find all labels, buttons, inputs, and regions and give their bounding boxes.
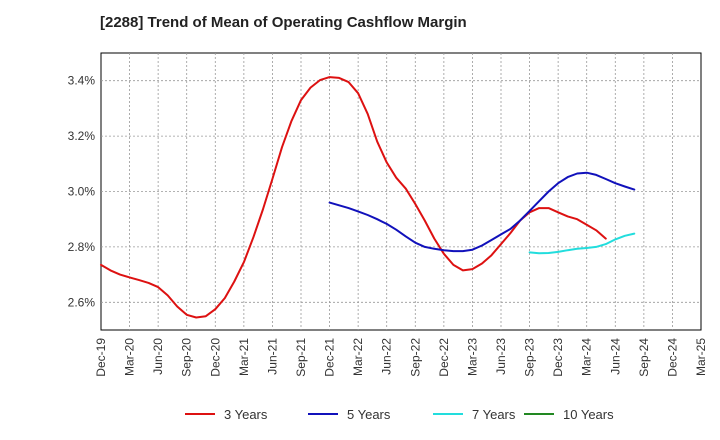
y-tick-label: 2.6%	[68, 295, 96, 309]
y-tick-label: 3.0%	[68, 185, 96, 199]
x-tick-label: Jun-20	[151, 338, 165, 375]
x-tick-label: Jun-23	[494, 338, 508, 375]
x-tick-label: Mar-22	[351, 338, 365, 376]
x-tick-label: Sep-23	[523, 338, 537, 377]
x-tick-label: Mar-24	[580, 338, 594, 376]
x-tick-label: Dec-21	[323, 338, 337, 377]
x-tick-label: Dec-22	[437, 338, 451, 377]
x-tick-label: Dec-20	[208, 338, 222, 377]
x-tick-label: Dec-23	[551, 338, 565, 377]
legend-label: 7 Years	[472, 407, 516, 422]
x-tick-label: Dec-19	[94, 338, 108, 377]
x-tick-label: Sep-20	[180, 338, 194, 377]
legend-label: 10 Years	[563, 407, 614, 422]
x-tick-label: Dec-24	[665, 338, 679, 377]
series-line-5-years	[328, 171, 636, 253]
y-tick-label: 2.8%	[68, 240, 96, 254]
series-line-7-years	[528, 232, 636, 255]
x-tick-label: Mar-20	[123, 338, 137, 376]
x-tick-label: Jun-24	[608, 338, 622, 375]
x-tick-label: Jun-21	[265, 338, 279, 375]
x-tick-label: Mar-25	[694, 338, 708, 376]
chart-title: [2288] Trend of Mean of Operating Cashfl…	[100, 14, 467, 31]
x-tick-label: Sep-21	[294, 338, 308, 377]
y-tick-label: 3.4%	[68, 74, 96, 88]
series-line-3-years	[100, 76, 607, 319]
x-tick-label: Jun-22	[380, 338, 394, 375]
x-tick-label: Sep-24	[637, 338, 651, 377]
legend-label: 3 Years	[224, 407, 268, 422]
x-tick-label: Mar-23	[465, 338, 479, 376]
x-tick-label: Sep-22	[408, 338, 422, 377]
y-tick-label: 3.2%	[68, 129, 96, 143]
x-tick-label: Mar-21	[237, 338, 251, 376]
legend-label: 5 Years	[347, 407, 391, 422]
